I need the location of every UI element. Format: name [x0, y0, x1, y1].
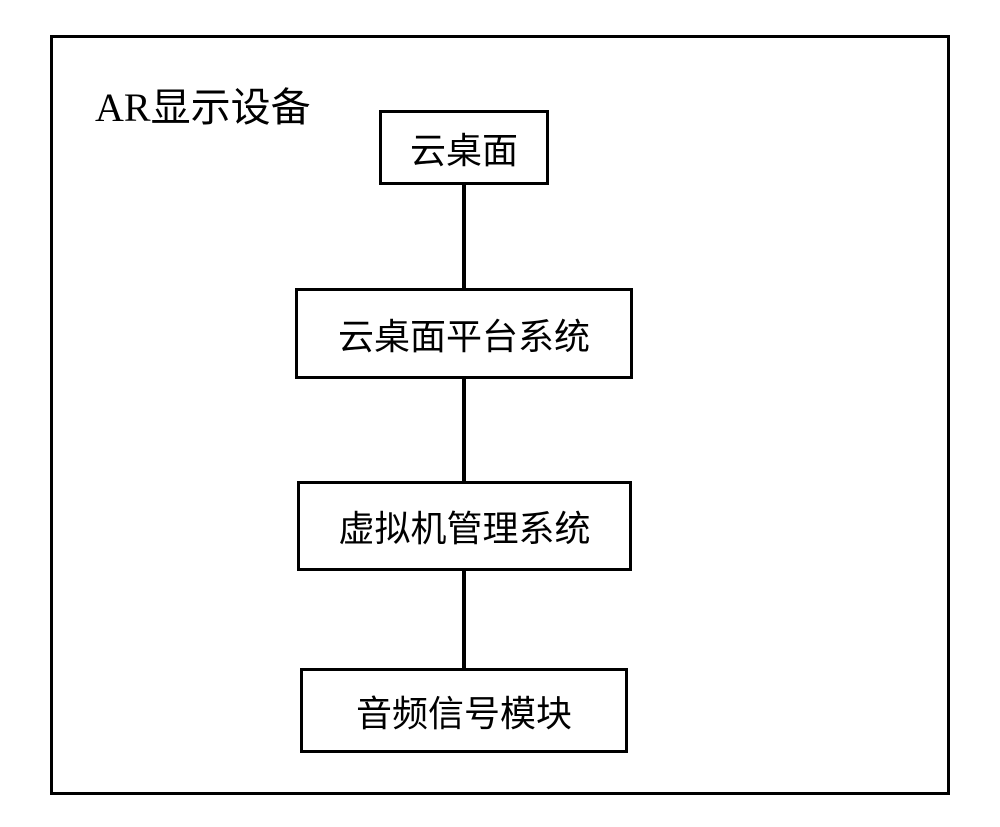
edge-1 — [462, 379, 466, 481]
node-audio-module: 音频信号模块 — [300, 668, 628, 753]
node-cloud-platform: 云桌面平台系统 — [295, 288, 633, 379]
edge-2 — [462, 571, 466, 668]
edge-0 — [462, 185, 466, 288]
diagram-canvas: AR显示设备 云桌面 云桌面平台系统 虚拟机管理系统 音频信号模块 — [0, 0, 1000, 827]
node-label: 云桌面 — [410, 122, 518, 174]
node-label: 虚拟机管理系统 — [338, 500, 590, 552]
node-vm-management: 虚拟机管理系统 — [297, 481, 632, 571]
diagram-title: AR显示设备 — [95, 75, 311, 133]
node-cloud-desktop: 云桌面 — [379, 110, 549, 185]
node-label: 云桌面平台系统 — [338, 308, 590, 360]
node-label: 音频信号模块 — [356, 685, 572, 737]
